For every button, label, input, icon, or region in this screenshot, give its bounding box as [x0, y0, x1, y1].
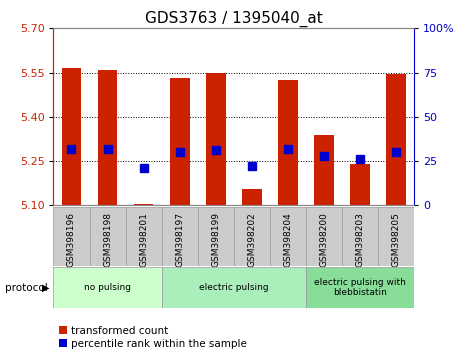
Text: ▶: ▶ — [42, 282, 49, 293]
Bar — [386, 74, 406, 205]
Text: electric pulsing: electric pulsing — [199, 283, 268, 292]
Text: GSM398199: GSM398199 — [211, 212, 220, 267]
Text: protocol: protocol — [5, 282, 47, 293]
Bar — [342, 207, 378, 266]
Text: GSM398197: GSM398197 — [175, 212, 184, 267]
Bar — [206, 73, 226, 205]
Bar — [126, 207, 162, 266]
Bar — [234, 207, 270, 266]
Text: GSM398202: GSM398202 — [247, 212, 256, 267]
Bar — [170, 79, 190, 205]
Bar — [53, 207, 89, 266]
Text: no pulsing: no pulsing — [84, 283, 131, 292]
Bar — [306, 267, 414, 308]
Text: GSM398200: GSM398200 — [319, 212, 328, 267]
Bar — [133, 204, 153, 205]
Legend: transformed count, percentile rank within the sample: transformed count, percentile rank withi… — [59, 326, 247, 349]
Bar — [162, 207, 198, 266]
Text: GSM398201: GSM398201 — [139, 212, 148, 267]
Text: GSM398198: GSM398198 — [103, 212, 112, 267]
Title: GDS3763 / 1395040_at: GDS3763 / 1395040_at — [145, 11, 323, 27]
Bar — [314, 135, 334, 205]
Text: GSM398203: GSM398203 — [355, 212, 364, 267]
Bar — [98, 70, 118, 205]
Text: GSM398205: GSM398205 — [392, 212, 400, 267]
Bar — [306, 207, 342, 266]
Bar — [378, 207, 414, 266]
Bar — [89, 207, 126, 266]
Bar — [350, 164, 370, 205]
Bar — [278, 80, 298, 205]
Text: GSM398196: GSM398196 — [67, 212, 76, 267]
Text: electric pulsing with
blebbistatin: electric pulsing with blebbistatin — [314, 278, 406, 297]
Bar — [53, 267, 162, 308]
Bar — [270, 207, 306, 266]
Bar — [242, 189, 262, 205]
Bar — [198, 207, 233, 266]
Bar — [162, 267, 306, 308]
Bar — [61, 68, 81, 205]
Text: GSM398204: GSM398204 — [283, 212, 292, 267]
